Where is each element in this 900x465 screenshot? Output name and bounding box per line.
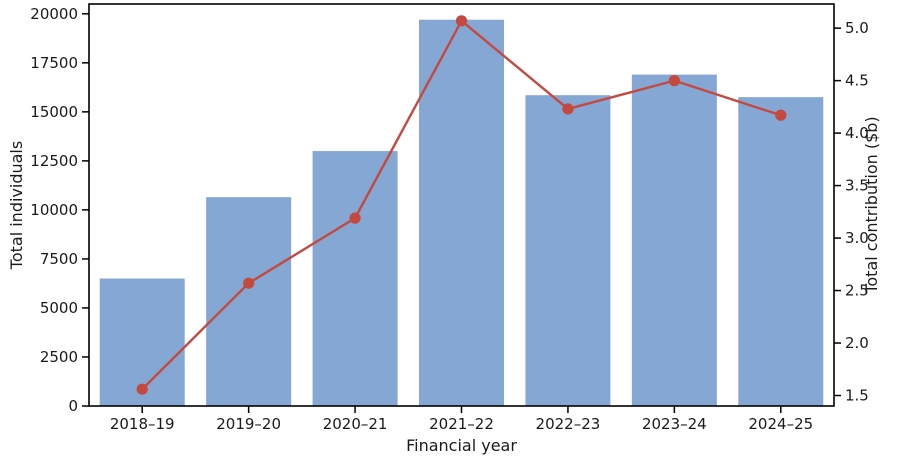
x-tick-label: 2023–24 bbox=[642, 415, 707, 433]
line-point-2020–21 bbox=[349, 212, 361, 224]
line-point-2024–25 bbox=[775, 109, 787, 121]
x-tick-label: 2022–23 bbox=[536, 415, 601, 433]
x-tick-label: 2018–19 bbox=[110, 415, 175, 433]
y-left-tick-label: 0 bbox=[68, 397, 78, 415]
y-left-tick-label: 17500 bbox=[30, 54, 78, 72]
y-left-tick-label: 7500 bbox=[40, 250, 78, 268]
y-left-tick-label: 10000 bbox=[30, 201, 78, 219]
y-right-tick-label: 1.5 bbox=[845, 387, 869, 405]
y-right-tick-label: 5.0 bbox=[845, 19, 869, 37]
x-tick-label: 2020–21 bbox=[323, 415, 388, 433]
line-point-2018–19 bbox=[136, 383, 148, 395]
x-tick-label: 2024–25 bbox=[748, 415, 813, 433]
y-right-axis-label: Total contribution ($b) bbox=[862, 116, 881, 294]
x-tick-label: 2021–22 bbox=[429, 415, 494, 433]
y-left-axis-label: Total individuals bbox=[7, 141, 26, 270]
y-right-tick-label: 3.5 bbox=[845, 177, 869, 195]
y-left-tick-label: 15000 bbox=[30, 103, 78, 121]
y-left-tick-label: 5000 bbox=[40, 299, 78, 317]
line-point-2021–22 bbox=[455, 15, 468, 27]
y-left-tick-label: 12500 bbox=[30, 152, 78, 170]
bar-2020–21 bbox=[312, 151, 398, 406]
line-point-2019–20 bbox=[243, 277, 255, 289]
x-axis-label: Financial year bbox=[406, 436, 517, 455]
bar-2022–23 bbox=[525, 95, 611, 406]
bar-2019–20 bbox=[206, 197, 292, 406]
y-left-tick-label: 20000 bbox=[30, 5, 78, 23]
bar-2024–25 bbox=[738, 97, 824, 407]
line-point-2023–24 bbox=[668, 75, 680, 87]
y-right-tick-label: 4.5 bbox=[845, 72, 869, 90]
y-right-tick-label: 4.0 bbox=[845, 124, 869, 142]
line-point-2022–23 bbox=[562, 103, 574, 115]
y-right-tick-label: 3.0 bbox=[845, 229, 869, 247]
x-tick-label: 2019–20 bbox=[216, 415, 281, 433]
y-right-tick-label: 2.5 bbox=[845, 282, 869, 300]
y-right-tick-label: 2.0 bbox=[845, 334, 869, 352]
bar-2021–22 bbox=[419, 19, 504, 406]
y-left-tick-label: 2500 bbox=[40, 348, 78, 366]
bar-2023–24 bbox=[631, 74, 717, 406]
